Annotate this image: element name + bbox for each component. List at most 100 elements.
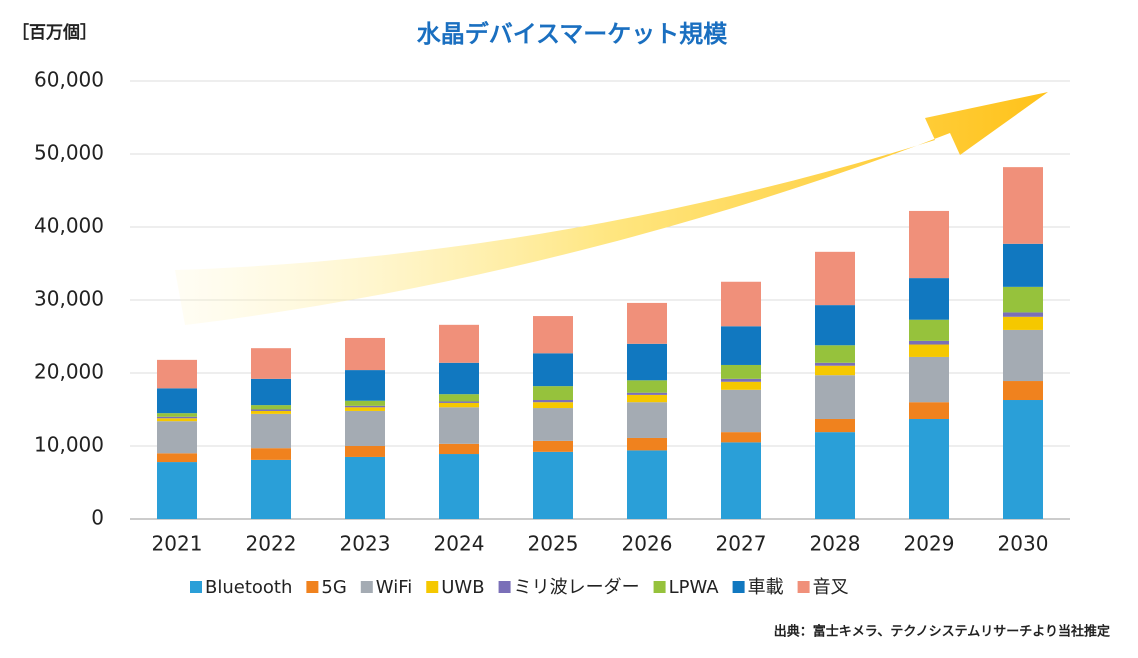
bar-segment: [627, 392, 667, 395]
bar-segment: [815, 345, 855, 363]
bar-segment: [251, 409, 291, 411]
bar-segment: [345, 407, 385, 411]
bar-segment: [533, 440, 573, 452]
x-tick-label: 2023: [340, 532, 391, 556]
bar-segment: [345, 456, 385, 519]
bar-segment: [815, 362, 855, 366]
bar-segment: [909, 278, 949, 320]
bar-segment: [157, 388, 197, 414]
bar-segment: [251, 459, 291, 519]
legend-swatch: [426, 581, 439, 593]
bar-segment: [1003, 381, 1043, 401]
y-tick-label: 0: [91, 506, 104, 530]
legend-swatch: [732, 581, 745, 593]
bar-segment: [909, 344, 949, 357]
bar-segment: [721, 432, 761, 443]
bar-segment: [251, 405, 291, 410]
y-tick-label: 10,000: [34, 433, 104, 457]
bar-segment: [157, 413, 197, 417]
trend-arrow: [175, 92, 1048, 325]
bar-segment: [533, 451, 573, 519]
bar-segment: [815, 251, 855, 306]
bar-segment: [1003, 329, 1043, 382]
legend-label: LPWA: [669, 577, 720, 598]
y-tick-label: 60,000: [34, 68, 104, 92]
bar-segment: [627, 437, 667, 451]
bar-segment: [345, 370, 385, 401]
x-tick-label: 2029: [904, 532, 955, 556]
legend-label: UWB: [441, 577, 484, 598]
bar-segment: [439, 443, 479, 455]
bar-segment: [627, 343, 667, 381]
y-tick-label: 40,000: [34, 214, 104, 238]
bar-segment: [721, 326, 761, 365]
bar-segment: [345, 337, 385, 371]
bar-segment: [909, 319, 949, 341]
x-tick-label: 2028: [810, 532, 861, 556]
bar-segment: [157, 416, 197, 419]
y-tick-label: 30,000: [34, 287, 104, 311]
x-tick-label: 2030: [998, 532, 1049, 556]
legend-swatch: [306, 581, 319, 593]
legend-label: 5G: [321, 577, 346, 598]
bar-segment: [815, 365, 855, 376]
bar-segment: [533, 408, 573, 441]
bar-segment: [251, 448, 291, 460]
bar-segment: [439, 454, 479, 519]
bar-segment: [909, 340, 949, 345]
y-tick-label: 50,000: [34, 141, 104, 165]
bar-segment: [251, 348, 291, 379]
bar-segment: [815, 432, 855, 519]
legend-label: 音叉: [813, 577, 849, 598]
bar-segment: [627, 450, 667, 519]
bar-segment: [721, 442, 761, 519]
bar-segment: [909, 402, 949, 419]
bar-segment: [533, 402, 573, 409]
bar-segment: [157, 359, 197, 389]
bar-segment: [627, 394, 667, 403]
bar-segment: [439, 324, 479, 363]
bar-segment: [533, 386, 573, 401]
bar-segment: [345, 410, 385, 446]
bar-segment: [345, 446, 385, 457]
bar-segment: [533, 353, 573, 387]
legend-label: ミリ波レーダー: [514, 577, 640, 598]
x-tick-label: 2027: [716, 532, 767, 556]
chart-title: 水晶デバイスマーケット規模: [417, 20, 729, 48]
bar-segment: [533, 316, 573, 354]
bar-segment: [721, 281, 761, 327]
bar-segment: [157, 418, 197, 422]
bar-segment: [627, 380, 667, 393]
source-note: 出典：富士キメラ、テクノシステムリサーチより当社推定: [774, 624, 1110, 640]
bar-segment: [439, 362, 479, 395]
bar-segment: [157, 462, 197, 519]
legend-swatch: [360, 581, 373, 593]
bar-segment: [533, 400, 573, 403]
bar-segment: [1003, 167, 1043, 244]
bar-segment: [251, 413, 291, 449]
bar-segment: [345, 405, 385, 408]
x-tick-label: 2026: [622, 532, 673, 556]
bar-segment: [1003, 286, 1043, 313]
bar-segment: [345, 400, 385, 406]
bar-segment: [157, 453, 197, 463]
bar-segment: [627, 302, 667, 344]
bar-segment: [1003, 316, 1043, 330]
bar-segment: [439, 402, 479, 408]
bar-segment: [721, 378, 761, 382]
bar-segment: [1003, 243, 1043, 287]
bar-segment: [721, 381, 761, 390]
bar-segment: [439, 394, 479, 402]
y-tick-label: 20,000: [34, 360, 104, 384]
bar-segment: [909, 210, 949, 279]
bar-segment: [1003, 400, 1043, 519]
legend-label: Bluetooth: [205, 577, 292, 598]
bar-segment: [721, 364, 761, 379]
bar-segment: [909, 356, 949, 403]
bar-segment: [439, 401, 479, 403]
bar-segment: [815, 418, 855, 433]
bar-segment: [909, 418, 949, 519]
bar-segment: [251, 378, 291, 406]
bar-segment: [1003, 312, 1043, 317]
